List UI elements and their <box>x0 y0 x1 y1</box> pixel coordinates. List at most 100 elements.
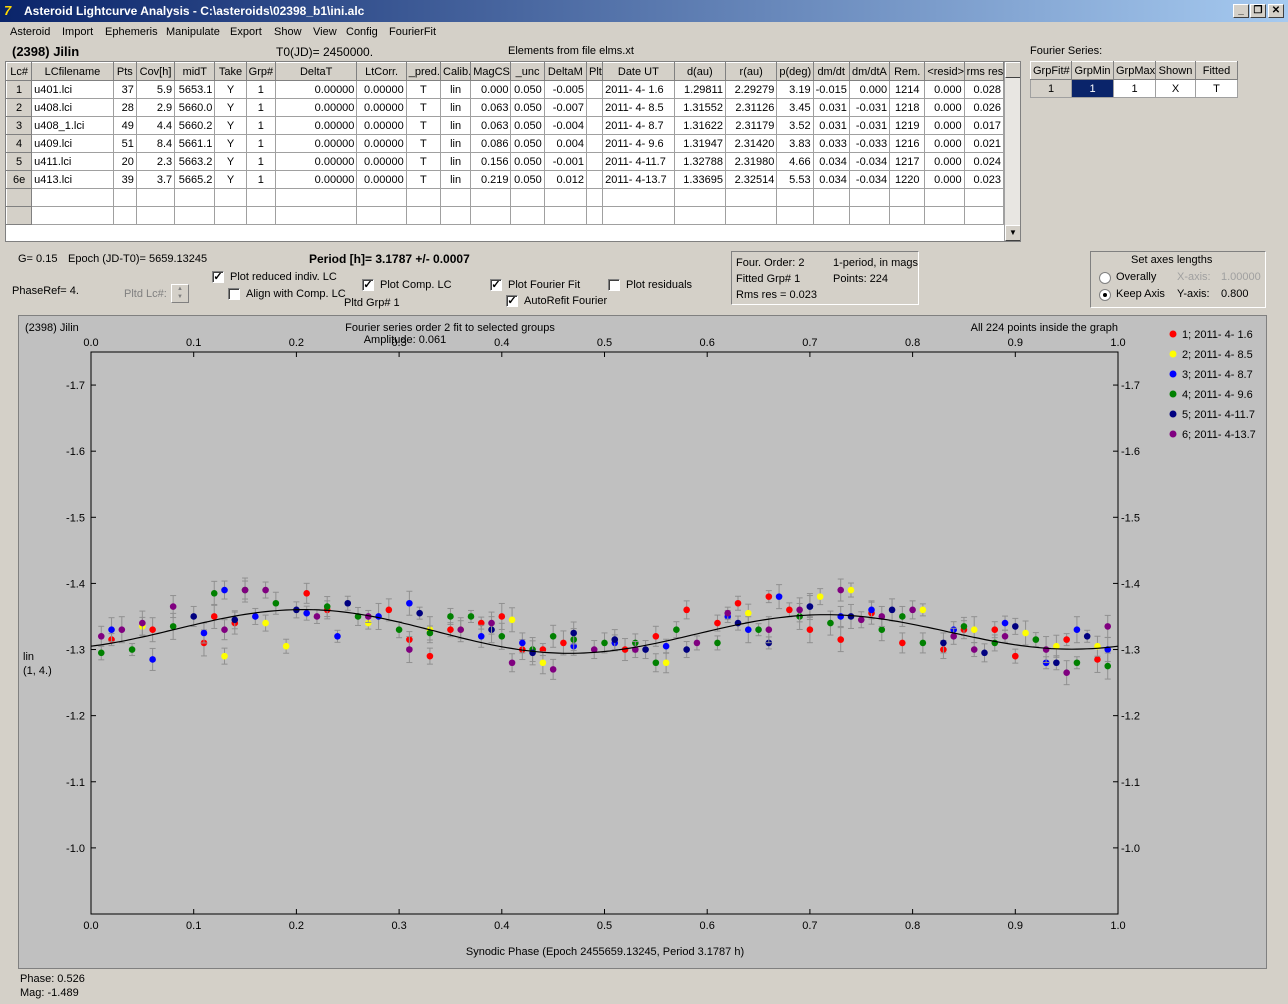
table-cell[interactable]: 49 <box>112 116 137 135</box>
table-cell[interactable]: T <box>405 170 442 189</box>
table-cell[interactable] <box>543 188 588 207</box>
table-cell[interactable]: T <box>405 80 442 99</box>
table-cell[interactable]: 0.000 <box>924 98 965 117</box>
table-cell[interactable] <box>214 188 247 207</box>
menu-manipulate[interactable]: Manipulate <box>166 26 220 38</box>
table-cell[interactable]: -0.005 <box>543 80 588 99</box>
table-cell[interactable]: u401.lci <box>31 80 114 99</box>
table-cell[interactable]: 0.00000 <box>356 98 407 117</box>
table-cell[interactable]: 0.050 <box>510 152 545 171</box>
table-cell[interactable]: 1.33695 <box>673 170 726 189</box>
fourier-col-header[interactable]: GrpMax <box>1113 61 1156 80</box>
table-cell[interactable]: 0.063 <box>470 116 512 135</box>
table-cell[interactable]: 2011- 4-13.7 <box>602 170 675 189</box>
table-cell[interactable]: 2.32514 <box>724 170 778 189</box>
table-cell[interactable]: -0.031 <box>848 116 891 135</box>
lc-col-header[interactable]: dm/dt <box>812 62 850 81</box>
table-cell[interactable]: 0.00000 <box>274 134 358 153</box>
table-cell[interactable] <box>439 188 472 207</box>
plot-residuals-checkbox[interactable] <box>608 279 620 291</box>
table-cell[interactable] <box>214 206 247 225</box>
table-cell[interactable]: 1 <box>245 134 276 153</box>
table-cell[interactable] <box>776 206 814 225</box>
table-cell[interactable]: Y <box>214 80 247 99</box>
table-cell[interactable]: 28 <box>112 98 137 117</box>
table-cell[interactable]: 0.028 <box>963 80 1005 99</box>
table-cell[interactable] <box>405 206 442 225</box>
table-cell[interactable]: 1.31947 <box>673 134 726 153</box>
table-cell[interactable] <box>724 206 778 225</box>
table-cell[interactable]: T <box>405 98 442 117</box>
table-cell[interactable]: 0.024 <box>963 152 1005 171</box>
table-cell[interactable] <box>673 188 726 207</box>
menu-ephemeris[interactable]: Ephemeris <box>105 26 158 38</box>
scroll-down-arrow-icon[interactable]: ▼ <box>1005 225 1020 241</box>
table-cell[interactable]: 0.00000 <box>356 170 407 189</box>
table-cell[interactable]: 4.66 <box>776 152 814 171</box>
table-cell[interactable]: T <box>405 152 442 171</box>
close-button[interactable]: ✕ <box>1268 4 1284 18</box>
table-cell[interactable]: lin <box>439 98 472 117</box>
plot-fourier-checkbox[interactable]: ✓ <box>490 279 502 291</box>
table-cell[interactable]: u413.lci <box>31 170 114 189</box>
table-cell[interactable]: -0.001 <box>543 152 588 171</box>
table-cell[interactable]: 0.00000 <box>274 80 358 99</box>
table-cell[interactable]: 0.033 <box>812 134 850 153</box>
table-cell[interactable]: 0.050 <box>510 134 545 153</box>
pltd-lc-spinner[interactable]: ▲ ▼ <box>171 284 189 303</box>
table-cell[interactable] <box>963 206 1005 225</box>
table-cell[interactable]: -0.033 <box>848 134 891 153</box>
table-cell[interactable] <box>510 206 545 225</box>
table-cell[interactable] <box>673 206 726 225</box>
table-cell[interactable] <box>245 188 276 207</box>
table-cell[interactable]: 0.156 <box>470 152 512 171</box>
table-cell[interactable]: 1220 <box>889 170 926 189</box>
table-cell[interactable]: 2011- 4- 8.5 <box>602 98 675 117</box>
table-cell[interactable] <box>112 206 137 225</box>
menu-show[interactable]: Show <box>274 26 302 38</box>
table-cell[interactable]: T <box>405 116 442 135</box>
table-cell[interactable] <box>356 188 407 207</box>
menu-fourierfit[interactable]: FourierFit <box>389 26 437 38</box>
table-cell[interactable] <box>889 206 926 225</box>
autorefit-checkbox[interactable]: ✓ <box>506 295 518 307</box>
lc-col-header[interactable]: r(au) <box>724 62 778 81</box>
row-header-cell[interactable] <box>6 188 33 207</box>
table-cell[interactable] <box>585 134 604 153</box>
table-cell[interactable]: 1214 <box>889 80 926 99</box>
table-cell[interactable]: 0.086 <box>470 134 512 153</box>
lc-col-header[interactable]: DeltaM <box>543 62 588 81</box>
table-cell[interactable] <box>356 206 407 225</box>
table-cell[interactable]: -0.031 <box>848 98 891 117</box>
plot-canvas[interactable]: (2398) Jilin Fourier series order 2 fit … <box>19 316 1266 968</box>
table-cell[interactable]: 0.050 <box>510 170 545 189</box>
table-cell[interactable]: 1217 <box>889 152 926 171</box>
table-cell[interactable]: 0.023 <box>963 170 1005 189</box>
row-header-cell[interactable]: 5 <box>6 152 33 171</box>
table-cell[interactable] <box>585 206 604 225</box>
table-cell[interactable] <box>174 206 216 225</box>
lc-col-header[interactable]: _unc <box>510 62 545 81</box>
lc-col-header[interactable]: <resid> <box>924 62 965 81</box>
table-cell[interactable]: Y <box>214 98 247 117</box>
menu-view[interactable]: View <box>313 26 337 38</box>
table-cell[interactable]: 2.31980 <box>724 152 778 171</box>
table-cell[interactable]: -0.034 <box>848 170 891 189</box>
table-cell[interactable] <box>135 188 176 207</box>
table-cell[interactable]: 5.53 <box>776 170 814 189</box>
lc-col-header[interactable]: Cov[h] <box>135 62 176 81</box>
table-cell[interactable]: 2.29279 <box>724 80 778 99</box>
table-cell[interactable]: 5665.2 <box>174 170 216 189</box>
fourier-cell[interactable]: T <box>1195 79 1238 98</box>
table-cell[interactable]: 1 <box>245 80 276 99</box>
fourier-cell[interactable]: 1 <box>1113 79 1156 98</box>
table-cell[interactable]: 1216 <box>889 134 926 153</box>
table-cell[interactable] <box>135 206 176 225</box>
table-cell[interactable]: -0.015 <box>812 80 850 99</box>
table-cell[interactable] <box>174 188 216 207</box>
table-cell[interactable]: 2.31126 <box>724 98 778 117</box>
table-cell[interactable] <box>848 188 891 207</box>
row-header-cell[interactable]: 6e <box>6 170 33 189</box>
